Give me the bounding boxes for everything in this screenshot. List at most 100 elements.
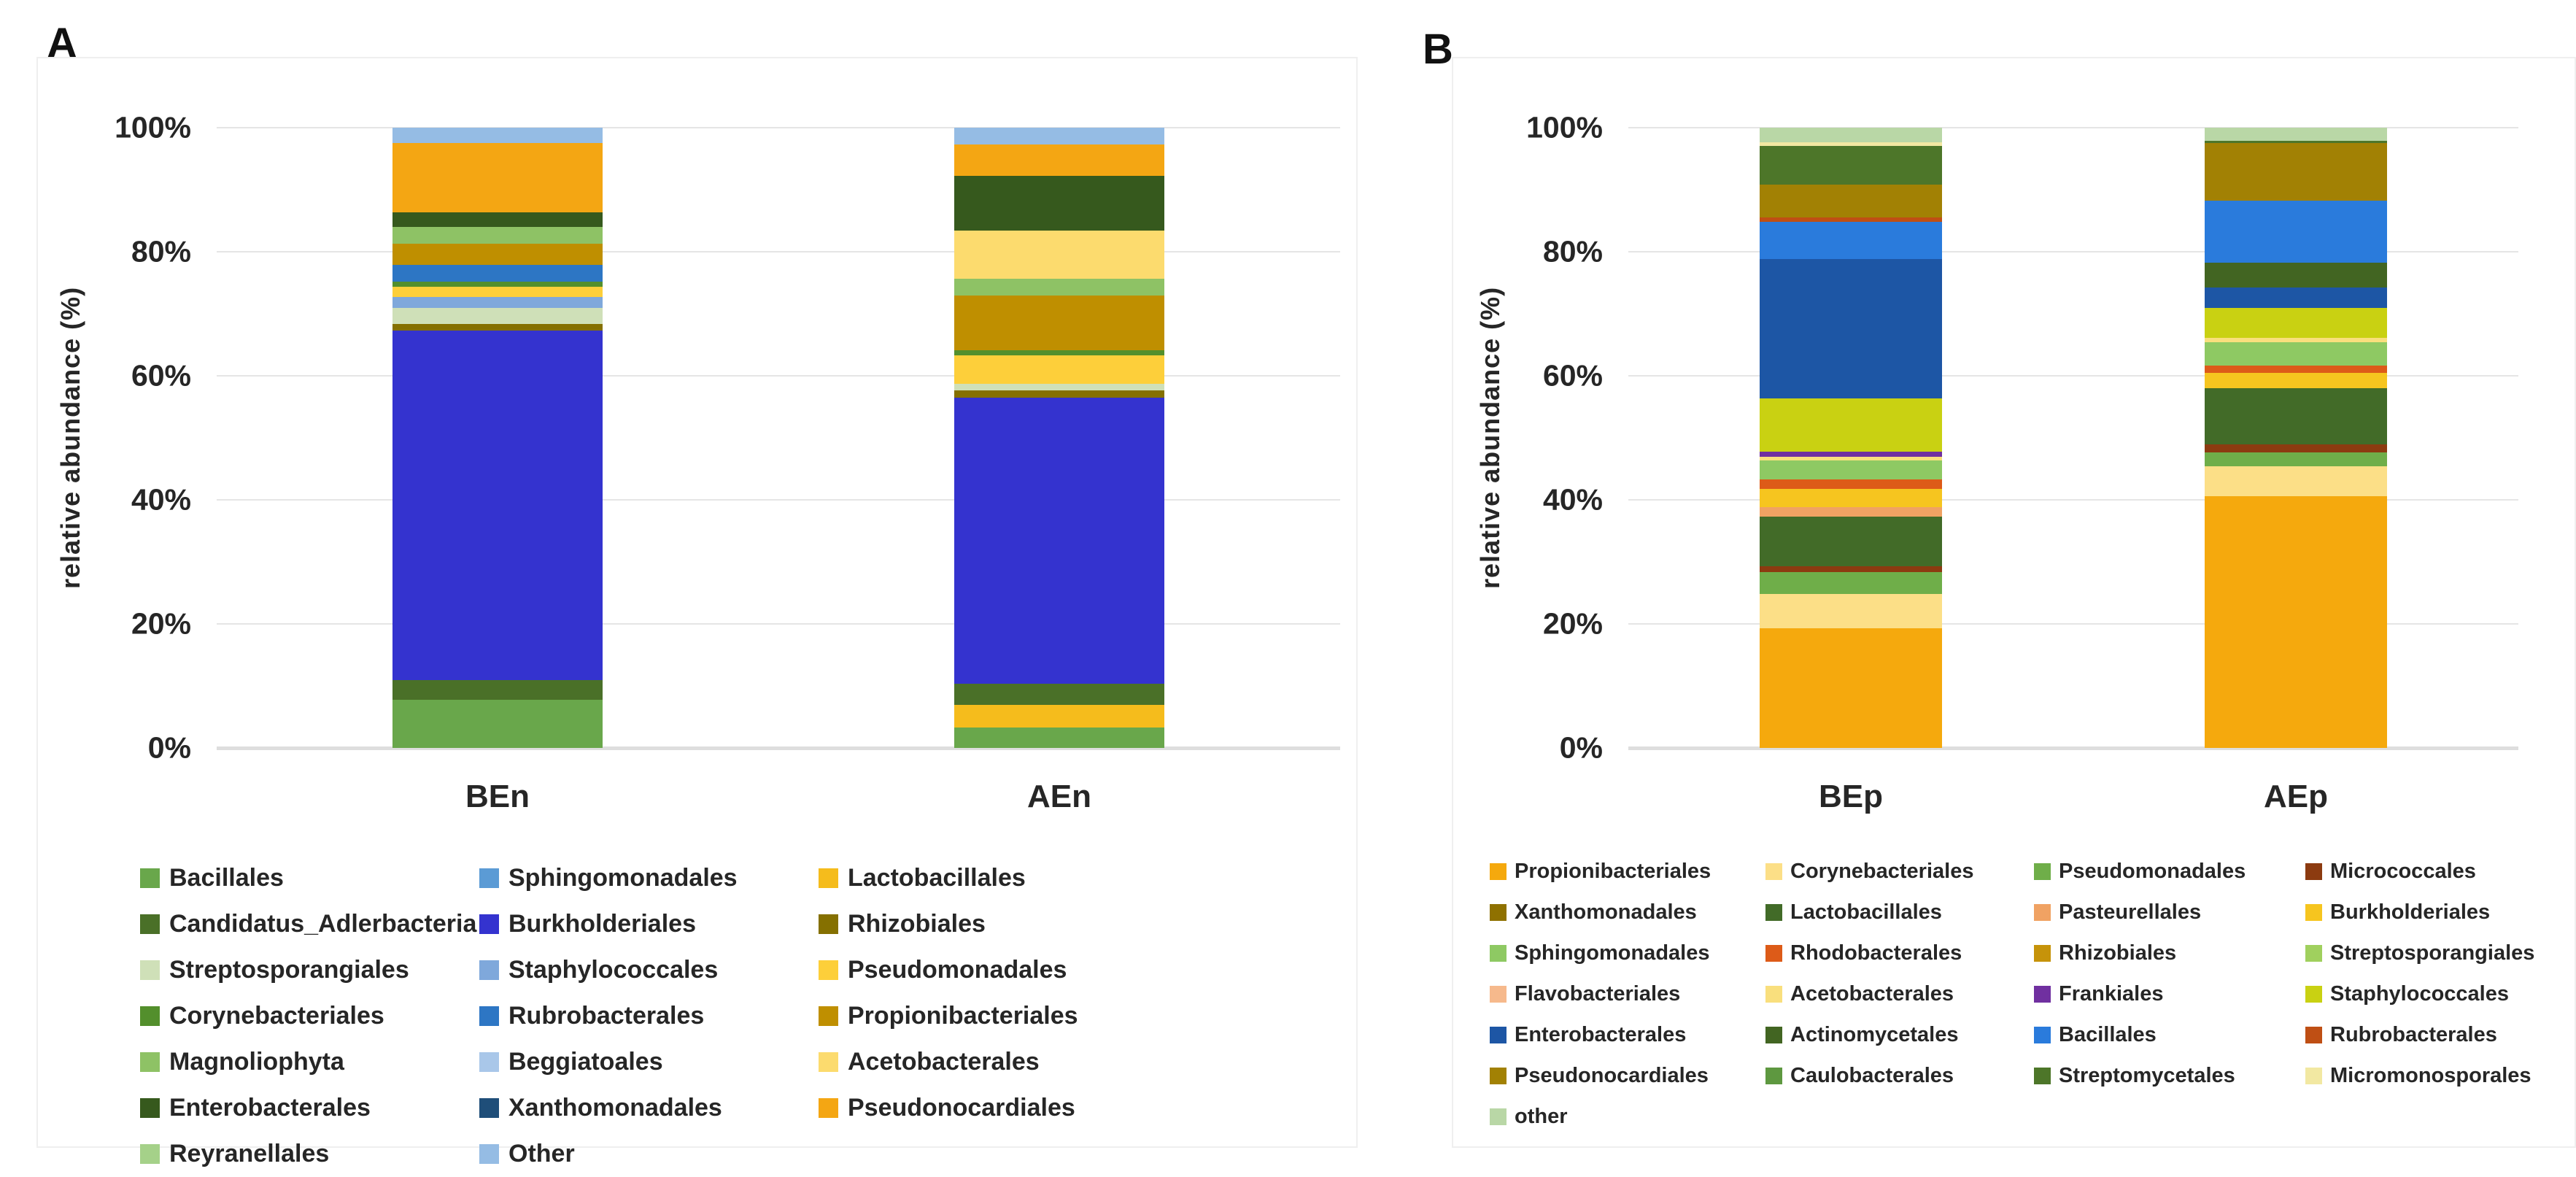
y-tick-label: 60%	[131, 358, 191, 393]
legend-swatch-icon	[2034, 1067, 2051, 1084]
x-category-label-AEp: AEp	[2264, 779, 2328, 814]
legend-item-Micrococcales: Micrococcales	[2305, 851, 2576, 892]
legend-swatch-icon	[1765, 863, 1782, 880]
legend-swatch-icon	[1490, 903, 1506, 921]
panel-b-label: B	[1423, 26, 1453, 73]
legend-label: Staphylococcales	[508, 956, 719, 984]
bar-segment-Propionibacteriales	[1760, 628, 1942, 748]
bar-slot-BEp	[1628, 128, 2073, 748]
stacked-bar-BEn	[392, 128, 603, 748]
legend-label: Pseudonocardiales	[1515, 1063, 1709, 1087]
legend-swatch-icon	[140, 1144, 160, 1164]
legend-label: Corynebacteriales	[169, 1002, 384, 1030]
legend-label: Sphingomonadales	[1515, 941, 1710, 965]
y-tick-label: 20%	[1542, 606, 1603, 641]
legend-label: Rhodobacterales	[1790, 941, 1962, 965]
legend-swatch-icon	[2034, 903, 2051, 921]
bar-segment-Burkholderiales	[954, 397, 1164, 684]
legend-swatch-icon	[2034, 944, 2051, 962]
bar-segment-Acetobacterales	[954, 231, 1164, 279]
legend-label: Rubrobacterales	[508, 1002, 705, 1030]
y-tick-label: 20%	[131, 606, 191, 641]
legend-item-other: other	[1490, 1096, 1765, 1137]
y-tick-label: 40%	[131, 482, 191, 517]
legend-label: Pasteurellales	[2059, 900, 2202, 924]
bar-segment-Bacillales	[954, 727, 1164, 748]
bar-segment-Lactobacillales	[1760, 516, 1942, 566]
legend-label: Enterobacterales	[169, 1094, 371, 1122]
legend-swatch-icon	[479, 1006, 499, 1026]
gridline	[1628, 499, 2518, 501]
bar-segment-Corynebacteriales	[2205, 466, 2387, 496]
legend-label: Streptosporangiales	[2330, 941, 2535, 965]
legend-item-Reyranellales: Reyranellales	[140, 1131, 479, 1177]
bar-segment-Staphylococcales	[2205, 308, 2387, 339]
gridline	[217, 127, 1340, 128]
legend-label: Acetobacterales	[848, 1048, 1040, 1076]
legend-item-Rhodobacterales: Rhodobacterales	[1765, 933, 2034, 973]
legend-swatch-icon	[2305, 863, 2322, 880]
bar-segment-Enterobacterales	[954, 176, 1164, 231]
legend-label: Xanthomonadales	[508, 1094, 722, 1122]
bar-segment-Pseudonocardiales	[2205, 143, 2387, 201]
legend-swatch-icon	[1765, 985, 1782, 1003]
legend-label: Frankiales	[2059, 981, 2164, 1006]
gridline	[1628, 127, 2518, 128]
bar-segment-Sphingomonadales	[1760, 460, 1942, 479]
gridline	[1628, 375, 2518, 377]
plot-area	[1628, 127, 2518, 750]
legend-item-Rhizobiales: Rhizobiales	[2034, 933, 2305, 973]
stacked-bar-AEp	[2205, 128, 2387, 748]
y-tick-label: 80%	[131, 234, 191, 269]
y-tick-label: 0%	[147, 730, 191, 765]
legend-item-Pseudonocardiales: Pseudonocardiales	[819, 1085, 1161, 1131]
legend: Propionibacteriales Corynebacteriales Pseu…	[1490, 851, 2576, 1137]
legend-item-Xanthomonadales: Xanthomonadales	[479, 1085, 819, 1131]
legend-label: Micrococcales	[2330, 859, 2476, 883]
x-category-label-AEn: AEn	[1027, 779, 1091, 814]
legend-swatch-icon	[1765, 944, 1782, 962]
legend-label: Caulobacterales	[1790, 1063, 1954, 1087]
legend-item-Bacillales: Bacillales	[140, 855, 479, 901]
chart-panel-b: relative abundance (%) 100% 80% 60% 40% 20% 0…	[1452, 57, 2576, 1148]
legend-swatch-icon	[1490, 1108, 1506, 1125]
bar-segment-Streptomycetales	[2205, 140, 2387, 144]
gridline	[217, 375, 1340, 377]
legend-item-Pseudomonadales: Pseudomonadales	[2034, 851, 2305, 892]
legend-item-Bacillales: Bacillales	[2034, 1014, 2305, 1055]
legend-label: other	[1515, 1104, 1568, 1128]
bar-segment-other	[1760, 128, 1942, 142]
legend-item-Sphingomonadales: Sphingomonadales	[479, 855, 819, 901]
legend-item-Streptosporangiales: Streptosporangiales	[2305, 933, 2576, 973]
bar-segment-Pseudomonadales	[2205, 452, 2387, 467]
legend-swatch-icon	[2034, 985, 2051, 1003]
legend-item-Staphylococcales: Staphylococcales	[2305, 973, 2576, 1014]
legend-swatch-icon	[1765, 1026, 1782, 1043]
y-tick-label: 80%	[1542, 234, 1603, 269]
bar-segment-Frankiales	[1760, 451, 1942, 457]
legend-label: Magnoliophyta	[169, 1048, 344, 1076]
y-tick-label: 100%	[115, 110, 191, 144]
legend-item-Streptosporangiales: Streptosporangiales	[140, 947, 479, 993]
bar-segment-Streptosporangiales	[392, 307, 603, 325]
legend-label: Lactobacillales	[1790, 900, 1942, 924]
gridline	[217, 746, 1340, 750]
plot-area	[217, 127, 1340, 750]
bar-segment-Actinomycetales	[2205, 263, 2387, 288]
legend-swatch-icon	[1490, 985, 1506, 1003]
gridline	[1628, 251, 2518, 252]
legend-item-Xanthomonadales: Xanthomonadales	[1490, 892, 1765, 933]
x-category-label-BEn: BEn	[465, 779, 530, 814]
legend-item-Enterobacterales: Enterobacterales	[1490, 1014, 1765, 1055]
bar-segment-Rhizobiales	[954, 390, 1164, 398]
legend-swatch-icon	[1765, 1067, 1782, 1084]
legend-label: Propionibacteriales	[848, 1002, 1078, 1030]
bar-segment-Burkholderiales	[392, 330, 603, 680]
legend-item-Candidatus_Adlerbacteria: Candidatus_Adlerbacteria	[140, 901, 479, 947]
bar-slot-AEp	[2073, 128, 2518, 748]
gridline	[217, 251, 1340, 252]
legend-label: Enterobacterales	[1515, 1022, 1687, 1046]
legend-swatch-icon	[140, 1052, 160, 1072]
legend-swatch-icon	[479, 1098, 499, 1118]
bar-segment-Rhizobiales	[392, 324, 603, 331]
